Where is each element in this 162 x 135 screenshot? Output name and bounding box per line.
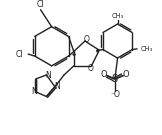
Text: Cl: Cl <box>16 50 24 59</box>
Text: S: S <box>112 74 118 84</box>
Text: N: N <box>54 82 60 91</box>
Text: O: O <box>100 70 107 80</box>
Text: O: O <box>84 35 90 44</box>
Text: CH₃: CH₃ <box>140 46 152 52</box>
Text: O: O <box>88 64 94 73</box>
Text: N: N <box>46 71 51 80</box>
Text: CH₃: CH₃ <box>111 13 124 19</box>
Text: O: O <box>123 70 130 80</box>
Text: N: N <box>31 87 37 96</box>
Text: Cl: Cl <box>36 0 44 9</box>
Text: ⁻O: ⁻O <box>110 90 120 99</box>
